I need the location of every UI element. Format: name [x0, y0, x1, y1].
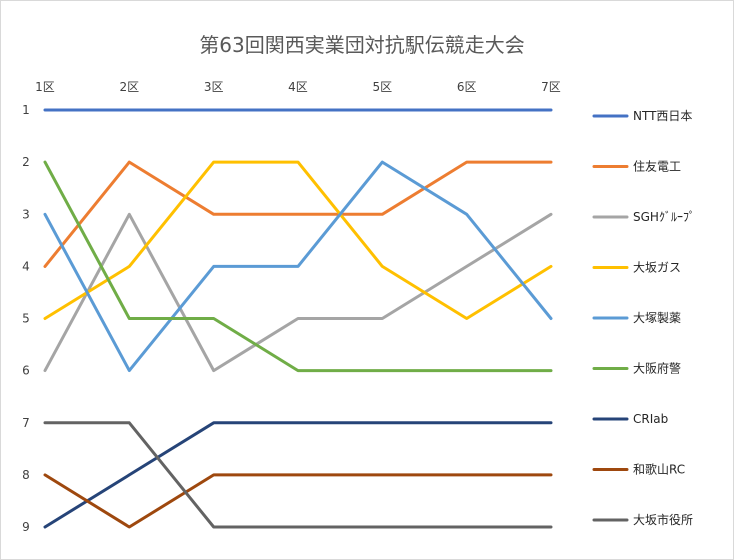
- legend-label: 大坂ガス: [633, 261, 681, 275]
- legend-label: 大塚製薬: [633, 311, 681, 325]
- series-line: [43, 160, 553, 373]
- legend-item: 大坂市役所: [592, 512, 693, 527]
- series-line: [43, 473, 553, 529]
- legend-item: 大塚製薬: [592, 311, 681, 325]
- x-tick-label: 6区: [457, 80, 477, 94]
- x-tick-label: 7区: [541, 80, 561, 94]
- legend-item: 大坂ガス: [592, 261, 681, 275]
- y-tick-label: 5: [22, 312, 30, 326]
- x-tick-label: 2区: [120, 80, 140, 94]
- legend-label: SGHｸﾞﾙｰﾌﾟ: [633, 210, 695, 224]
- series-line: [43, 421, 553, 529]
- legend-label: 和歌山RC: [633, 462, 685, 477]
- legend-item: 住友電工: [592, 160, 681, 174]
- series-lines: [43, 108, 553, 529]
- legend-item: NTT西日本: [592, 109, 692, 123]
- y-tick-label: 8: [22, 468, 30, 482]
- x-tick-label: 5区: [373, 80, 393, 94]
- legend-item: 和歌山RC: [592, 462, 685, 477]
- x-axis-tick-labels: 1区 2区 3区 4区 5区 6区 7区: [35, 80, 561, 94]
- legend-label: 大阪府警: [633, 361, 681, 376]
- x-tick-label: 4区: [288, 80, 308, 94]
- x-tick-label: 1区: [35, 80, 55, 94]
- legend-item: SGHｸﾞﾙｰﾌﾟ: [592, 210, 695, 224]
- y-tick-label: 3: [22, 207, 30, 221]
- y-tick-label: 9: [22, 520, 30, 534]
- legend-item: 大阪府警: [592, 361, 681, 376]
- legend-label: CRIab: [633, 412, 668, 426]
- series-line: [43, 160, 553, 268]
- legend-label: NTT西日本: [633, 109, 692, 123]
- y-tick-label: 4: [22, 259, 30, 273]
- series-line: [43, 160, 553, 373]
- legend-label: 住友電工: [633, 160, 681, 174]
- y-tick-label: 7: [22, 416, 30, 430]
- legend-label: 大坂市役所: [633, 512, 693, 527]
- y-axis-tick-labels: 1 2 3 4 5 6 7 8 9: [22, 103, 30, 534]
- chart-title: 第63回関西実業団対抗駅伝競走大会: [199, 33, 524, 57]
- legend-item: CRIab: [592, 412, 668, 426]
- y-tick-label: 2: [22, 155, 30, 169]
- series-line: [43, 421, 553, 529]
- y-tick-label: 6: [22, 364, 30, 378]
- series-line: [43, 212, 553, 373]
- y-tick-label: 1: [22, 103, 30, 117]
- series-line: [43, 160, 553, 320]
- x-tick-label: 3区: [204, 80, 224, 94]
